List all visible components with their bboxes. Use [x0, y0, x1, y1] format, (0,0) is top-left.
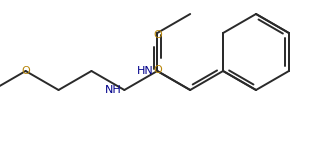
Text: O: O: [153, 30, 162, 40]
Text: O: O: [21, 66, 30, 76]
Text: O: O: [153, 65, 162, 75]
Text: NH: NH: [105, 85, 121, 95]
Text: HN: HN: [137, 66, 153, 76]
